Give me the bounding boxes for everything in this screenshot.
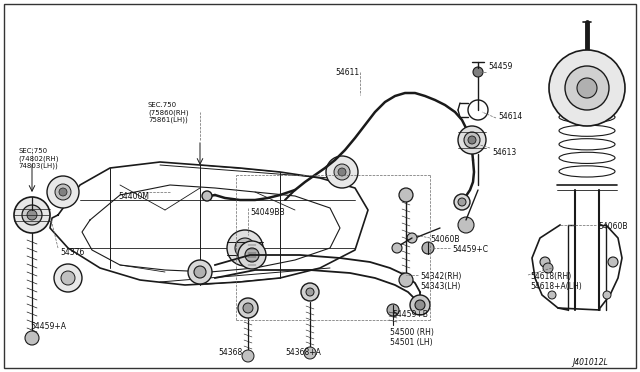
Circle shape bbox=[301, 283, 319, 301]
Circle shape bbox=[473, 67, 483, 77]
Circle shape bbox=[334, 164, 350, 180]
Circle shape bbox=[238, 298, 258, 318]
Circle shape bbox=[245, 248, 259, 262]
Circle shape bbox=[14, 197, 50, 233]
Text: 54368+A: 54368+A bbox=[285, 348, 321, 357]
Text: 54614: 54614 bbox=[498, 112, 522, 121]
Text: 54049BB: 54049BB bbox=[250, 208, 285, 217]
Text: 54342(RH)
54343(LH): 54342(RH) 54343(LH) bbox=[420, 272, 461, 291]
Circle shape bbox=[392, 243, 402, 253]
Text: SEC.750
(75860(RH)
75861(LH)): SEC.750 (75860(RH) 75861(LH)) bbox=[148, 102, 189, 123]
Circle shape bbox=[415, 300, 425, 310]
Circle shape bbox=[422, 242, 434, 254]
Circle shape bbox=[22, 205, 42, 225]
Circle shape bbox=[543, 263, 553, 273]
Text: 54613: 54613 bbox=[492, 148, 516, 157]
Circle shape bbox=[242, 350, 254, 362]
Circle shape bbox=[227, 230, 263, 266]
Circle shape bbox=[549, 50, 625, 126]
Circle shape bbox=[47, 176, 79, 208]
Circle shape bbox=[54, 264, 82, 292]
Circle shape bbox=[338, 168, 346, 176]
Circle shape bbox=[238, 241, 266, 269]
Circle shape bbox=[458, 126, 486, 154]
Text: 54459: 54459 bbox=[488, 62, 513, 71]
Text: 54459+C: 54459+C bbox=[452, 245, 488, 254]
Circle shape bbox=[188, 260, 212, 284]
Circle shape bbox=[407, 233, 417, 243]
Circle shape bbox=[194, 266, 206, 278]
Circle shape bbox=[55, 184, 71, 200]
Circle shape bbox=[235, 238, 255, 258]
Circle shape bbox=[304, 347, 316, 359]
Text: 54060B: 54060B bbox=[598, 222, 627, 231]
Text: 54368: 54368 bbox=[218, 348, 243, 357]
Circle shape bbox=[540, 257, 550, 267]
Circle shape bbox=[577, 78, 597, 98]
Circle shape bbox=[326, 156, 358, 188]
Text: SEC.750
(74802(RH)
74803(LH)): SEC.750 (74802(RH) 74803(LH)) bbox=[18, 148, 58, 169]
Circle shape bbox=[306, 288, 314, 296]
Circle shape bbox=[548, 291, 556, 299]
Circle shape bbox=[27, 210, 37, 220]
Text: 54459+A: 54459+A bbox=[30, 322, 66, 331]
Circle shape bbox=[399, 273, 413, 287]
Text: 54618(RH)
54618+A(LH): 54618(RH) 54618+A(LH) bbox=[530, 272, 582, 291]
Text: 54611: 54611 bbox=[335, 68, 359, 77]
Circle shape bbox=[603, 291, 611, 299]
Text: 54400M: 54400M bbox=[118, 192, 149, 201]
Circle shape bbox=[387, 304, 399, 316]
Circle shape bbox=[458, 217, 474, 233]
Circle shape bbox=[61, 271, 75, 285]
Circle shape bbox=[243, 303, 253, 313]
Text: J401012L: J401012L bbox=[572, 358, 608, 367]
Circle shape bbox=[464, 132, 480, 148]
Circle shape bbox=[608, 257, 618, 267]
Circle shape bbox=[59, 188, 67, 196]
Text: 54459+B: 54459+B bbox=[392, 310, 428, 319]
Circle shape bbox=[458, 198, 466, 206]
Circle shape bbox=[202, 191, 212, 201]
Circle shape bbox=[468, 136, 476, 144]
Circle shape bbox=[399, 188, 413, 202]
Text: 54060B: 54060B bbox=[430, 235, 460, 244]
Text: 54500 (RH)
54501 (LH): 54500 (RH) 54501 (LH) bbox=[390, 328, 434, 347]
Circle shape bbox=[25, 331, 39, 345]
Circle shape bbox=[410, 295, 430, 315]
Text: 54376: 54376 bbox=[60, 248, 84, 257]
Circle shape bbox=[454, 194, 470, 210]
Circle shape bbox=[565, 66, 609, 110]
